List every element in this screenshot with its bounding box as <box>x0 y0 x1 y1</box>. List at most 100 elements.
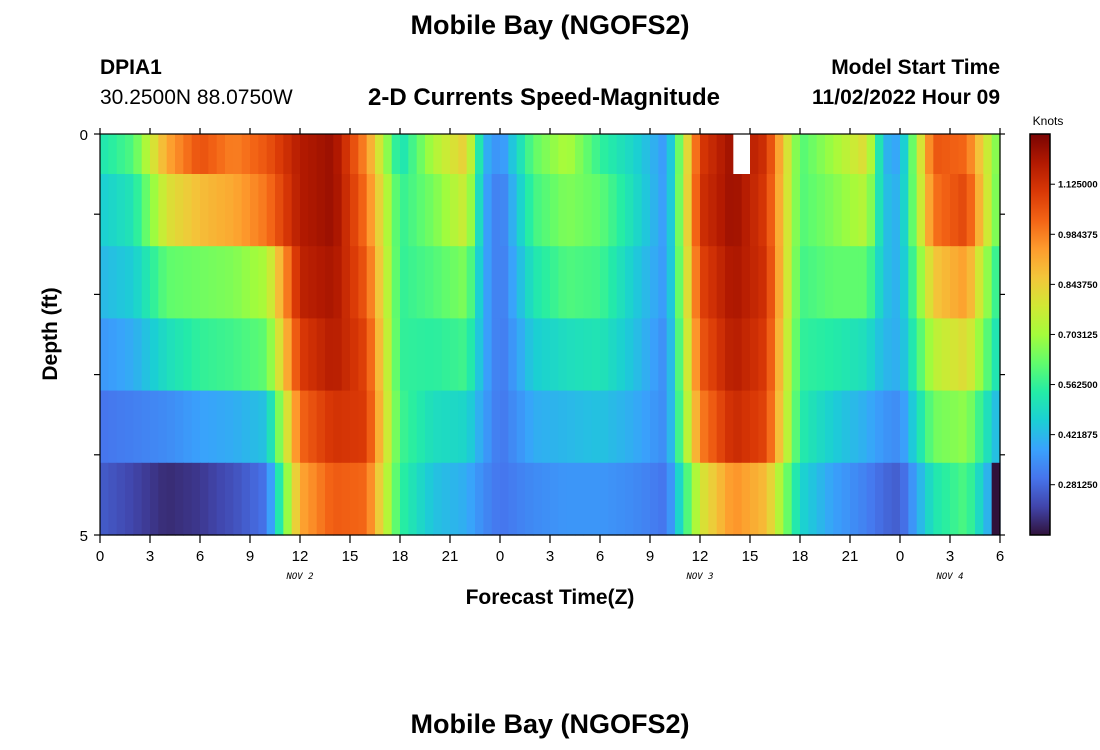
colorbar-label: 0.843750 <box>1058 280 1098 291</box>
heatmap-cell <box>341 462 351 536</box>
heatmap-cell <box>850 462 859 536</box>
heatmap-cell <box>375 174 384 247</box>
heatmap-cell <box>991 390 1001 464</box>
heatmap-cell <box>483 174 493 247</box>
heatmap-cell <box>233 174 243 247</box>
heatmap-cell <box>625 462 634 536</box>
heatmap-cell <box>758 390 768 464</box>
heatmap-cell <box>358 174 368 247</box>
heatmap-cell <box>775 390 784 464</box>
heatmap-cell <box>475 246 484 319</box>
x-tick-label: 15 <box>342 548 359 565</box>
heatmap-cell <box>683 390 693 464</box>
heatmap-cell <box>166 390 176 464</box>
heatmap-cell <box>858 134 868 175</box>
heatmap-cell <box>425 390 434 464</box>
x-tick-label: 18 <box>792 548 809 565</box>
heatmap-cell <box>391 246 401 319</box>
heatmap-cell <box>791 318 801 392</box>
heatmap-cell <box>933 134 943 175</box>
heatmap-cell <box>416 462 426 536</box>
heatmap-cell <box>700 318 709 392</box>
heatmap-cell <box>450 174 459 247</box>
heatmap-cell <box>608 174 618 247</box>
y-axis: 05 <box>80 127 1005 545</box>
heatmap-cell <box>991 246 1001 319</box>
heatmap-cell <box>983 390 993 464</box>
heatmap-cell <box>366 134 376 175</box>
heatmap-cell <box>850 246 859 319</box>
heatmap-cell <box>491 390 501 464</box>
heatmap-cell <box>191 390 201 464</box>
x-tick-label: 6 <box>996 548 1004 565</box>
x-axis-label: Forecast Time(Z) <box>466 586 635 609</box>
heatmap-cell <box>975 390 984 464</box>
heatmap-cell <box>283 462 293 536</box>
heatmap-cell <box>916 246 926 319</box>
heatmap-cell <box>325 174 334 247</box>
heatmap-cell <box>166 134 176 175</box>
heatmap-cell <box>408 390 418 464</box>
heatmap-cell <box>133 174 143 247</box>
heatmap-cell <box>675 318 684 392</box>
heatmap-cell <box>833 246 843 319</box>
heatmap-cell <box>675 134 684 175</box>
heatmap-cell <box>516 318 526 392</box>
heatmap-cell <box>533 174 543 247</box>
heatmap-cell <box>733 318 743 392</box>
heatmap-cell <box>241 174 251 247</box>
heatmap-cell <box>533 318 543 392</box>
heatmap-cell <box>425 174 434 247</box>
heatmap-cell <box>525 134 534 175</box>
heatmap-cell <box>383 462 393 536</box>
heatmap-cell <box>233 318 243 392</box>
heatmap-cell <box>900 318 909 392</box>
heatmap-cell <box>458 390 468 464</box>
heatmap-cell <box>200 390 209 464</box>
heatmap-cell <box>908 390 918 464</box>
heatmap-cell <box>808 462 818 536</box>
heatmap-cell <box>108 174 118 247</box>
heatmap-cell <box>791 390 801 464</box>
heatmap-cell <box>783 462 793 536</box>
heatmap-cell <box>733 390 743 464</box>
heatmap-cell <box>308 174 318 247</box>
heatmap-cell <box>758 462 768 536</box>
heatmap-cell <box>733 134 743 175</box>
heatmap-cell <box>983 246 993 319</box>
heatmap-cell <box>383 134 393 175</box>
heatmap-cell <box>591 462 601 536</box>
heatmap-cell <box>725 390 734 464</box>
heatmap-cell <box>875 390 884 464</box>
heatmap-cell <box>950 462 959 536</box>
heatmap-cell <box>308 390 318 464</box>
heatmap-cell <box>750 246 759 319</box>
heatmap-cell <box>916 390 926 464</box>
heatmap-cell <box>500 174 509 247</box>
heatmap-cell <box>816 390 826 464</box>
heatmap-cell <box>991 318 1001 392</box>
heatmap-cell <box>908 318 918 392</box>
heatmap-cell <box>341 318 351 392</box>
heatmap-cell <box>733 246 743 319</box>
heatmap-cell <box>466 134 476 175</box>
heatmap-cell <box>775 174 784 247</box>
heatmap-cell <box>258 174 268 247</box>
heatmap-cell <box>591 246 601 319</box>
heatmap-cell <box>966 462 976 536</box>
heatmap-cell <box>883 134 893 175</box>
heatmap-cell <box>541 174 551 247</box>
heatmap-cell <box>341 134 351 175</box>
heatmap-cell <box>583 462 593 536</box>
heatmap-cell <box>358 134 368 175</box>
heatmap-cell <box>300 134 309 175</box>
y-axis-label: Depth (ft) <box>39 287 62 380</box>
heatmap-cell <box>758 246 768 319</box>
heatmap-cell <box>158 318 168 392</box>
heatmap-cell <box>741 246 751 319</box>
heatmap-cell <box>400 174 409 247</box>
heatmap-cell <box>916 134 926 175</box>
heatmap-cell <box>866 390 876 464</box>
heatmap-cell <box>133 246 143 319</box>
heatmap-cell <box>666 462 676 536</box>
